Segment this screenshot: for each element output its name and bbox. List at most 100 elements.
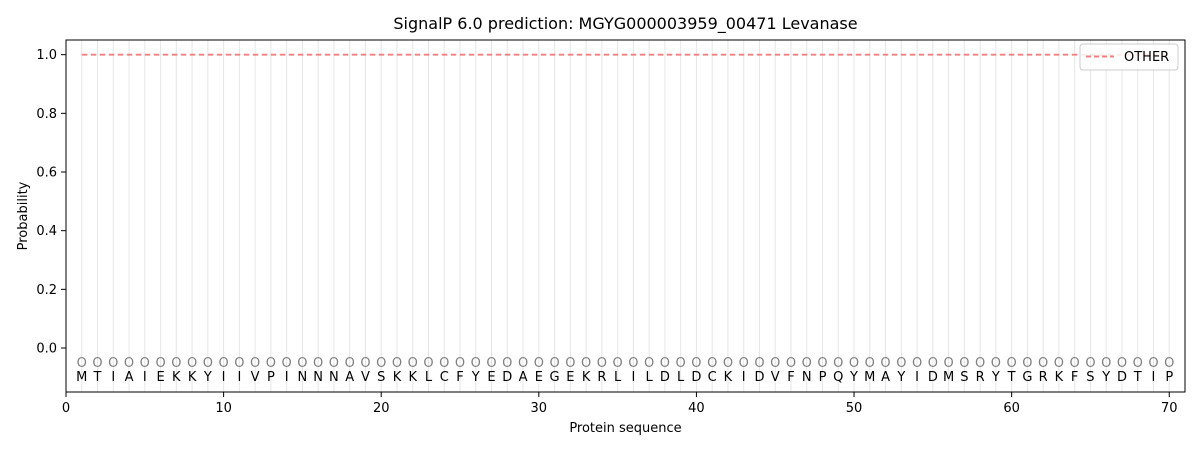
residue-annotation: O	[1117, 356, 1127, 371]
residue-annotation: O	[392, 356, 402, 371]
residue-annotation: O	[313, 356, 323, 371]
residue-letter: F	[787, 370, 794, 385]
residue-annotation: O	[471, 356, 481, 371]
residue-annotation: O	[1038, 356, 1048, 371]
residue-letter: L	[677, 370, 685, 385]
residue-annotation: O	[234, 356, 244, 371]
residue-annotation: O	[1101, 356, 1111, 371]
residue-letter: F	[456, 370, 463, 385]
residue-annotation: O	[329, 356, 339, 371]
residue-letter: E	[487, 370, 495, 385]
residue-annotation: O	[408, 356, 418, 371]
y-axis-label: Probability	[16, 181, 31, 250]
residue-annotation: O	[770, 356, 780, 371]
residue-letter: A	[881, 370, 890, 385]
residue-annotation: O	[833, 356, 843, 371]
x-tick-label: 10	[215, 401, 232, 416]
y-tick-label: 0.4	[36, 224, 57, 239]
residue-letter: I	[742, 370, 746, 385]
residue-letter: I	[143, 370, 147, 385]
residue-annotation: O	[628, 356, 638, 371]
residue-annotation: O	[266, 356, 276, 371]
residue-letter: I	[285, 370, 289, 385]
residue-annotation: O	[218, 356, 228, 371]
residue-letter: L	[425, 370, 433, 385]
residue-annotation: O	[92, 356, 102, 371]
residue-letter: C	[708, 370, 717, 385]
chart-title: SignalP 6.0 prediction: MGYG000003959_00…	[393, 14, 857, 34]
residue-annotation: O	[376, 356, 386, 371]
x-axis-label: Protein sequence	[569, 421, 681, 436]
residue-annotation: O	[360, 356, 370, 371]
residue-annotation: O	[880, 356, 890, 371]
residue-letter: N	[298, 370, 308, 385]
residue-letter: P	[267, 370, 275, 385]
residue-annotation: O	[77, 356, 87, 371]
residue-letter: S	[377, 370, 385, 385]
residue-annotation: O	[991, 356, 1001, 371]
residue-annotation: O	[754, 356, 764, 371]
residue-letter: P	[1165, 370, 1173, 385]
residue-annotation: O	[565, 356, 575, 371]
residue-letter: M	[76, 370, 87, 385]
residue-grid	[81, 40, 1170, 392]
residue-annotation: O	[928, 356, 938, 371]
residue-annotation: O	[1054, 356, 1064, 371]
x-tick-label: 60	[1003, 401, 1020, 416]
residue-letter: E	[156, 370, 164, 385]
x-tick-label: 30	[531, 401, 548, 416]
x-axis-ticks: 0 10 20 30 40 50 60 70	[62, 392, 1178, 416]
residue-annotation: O	[597, 356, 607, 371]
residue-annotation: O	[124, 356, 134, 371]
residue-letter: N	[313, 370, 323, 385]
residue-letter: N	[329, 370, 339, 385]
residue-letter: A	[519, 370, 528, 385]
residue-annotation: O	[581, 356, 591, 371]
residue-annotation: O	[786, 356, 796, 371]
residue-annotation: O	[455, 356, 465, 371]
residue-annotation: O	[975, 356, 985, 371]
residue-annotation: O	[739, 356, 749, 371]
residue-annotation: O	[203, 356, 213, 371]
residue-letter: K	[582, 370, 591, 385]
residue-annotation: O	[613, 356, 623, 371]
x-tick-label: 40	[688, 401, 705, 416]
residue-annotation: O	[723, 356, 733, 371]
residue-letter: E	[535, 370, 543, 385]
residue-annotation: O	[1007, 356, 1017, 371]
residue-annotation: O	[676, 356, 686, 371]
residue-annotation: O	[849, 356, 859, 371]
residue-letter: L	[614, 370, 622, 385]
residue-annotation: O	[486, 356, 496, 371]
residue-letter: M	[943, 370, 954, 385]
residue-letter: F	[1071, 370, 1078, 385]
residue-letter: C	[440, 370, 449, 385]
residue-letter: V	[361, 370, 370, 385]
residue-annotation: O	[439, 356, 449, 371]
residue-letter: Y	[896, 370, 905, 385]
residue-letter: P	[819, 370, 827, 385]
x-tick-label: 0	[62, 401, 70, 416]
residue-letter: S	[960, 370, 968, 385]
residue-annotation: O	[1133, 356, 1143, 371]
residue-letter: I	[1152, 370, 1156, 385]
residue-annotation: O	[297, 356, 307, 371]
residue-letter: T	[93, 370, 102, 385]
residue-annotation: O	[187, 356, 197, 371]
residue-letter: I	[237, 370, 241, 385]
residue-letter: Y	[471, 370, 480, 385]
residue-annotation: O	[644, 356, 654, 371]
residue-letter: N	[802, 370, 812, 385]
residue-annotation: O	[1070, 356, 1080, 371]
residue-letter: V	[251, 370, 260, 385]
residue-letter: R	[976, 370, 985, 385]
residue-annotation: O	[912, 356, 922, 371]
residue-letter: D	[660, 370, 670, 385]
residue-letter: A	[125, 370, 134, 385]
residue-letter: I	[915, 370, 919, 385]
plot-frame	[65, 39, 1186, 393]
residue-letter: L	[646, 370, 654, 385]
